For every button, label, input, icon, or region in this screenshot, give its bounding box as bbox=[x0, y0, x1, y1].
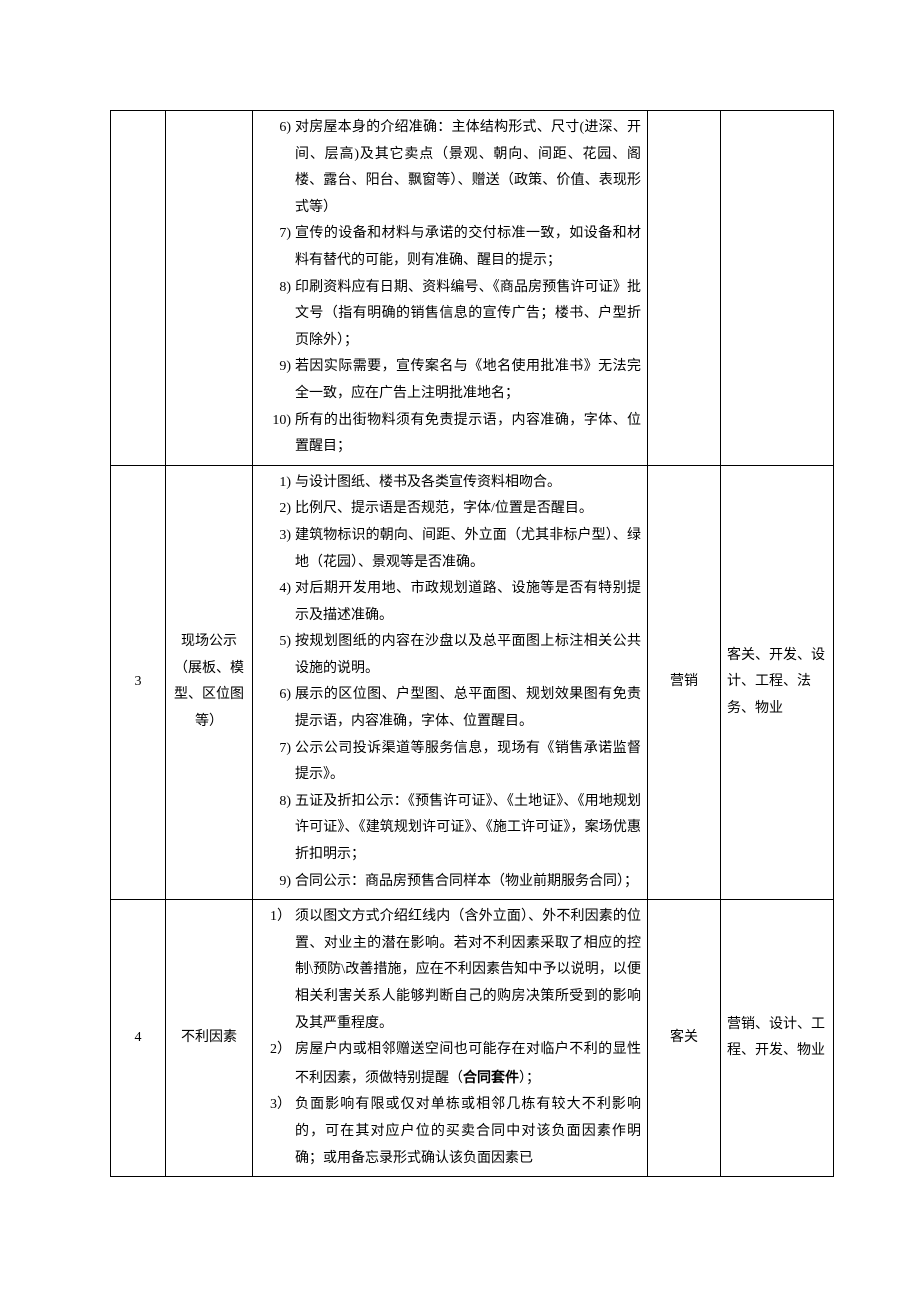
item-text: 负面影响有限或仅对单栋或相邻几栋有较大不利影响的，可在其对应户位的买卖合同中对该… bbox=[295, 1092, 641, 1172]
row-responsible: 客关 bbox=[648, 900, 721, 1177]
item-number: 9) bbox=[259, 354, 295, 381]
list-item: 6)对房屋本身的介绍准确：主体结构形式、尺寸(进深、开间、层高)及其它卖点（景观… bbox=[259, 115, 641, 221]
description-list: 6)对房屋本身的介绍准确：主体结构形式、尺寸(进深、开间、层高)及其它卖点（景观… bbox=[259, 115, 641, 461]
list-item: 5)按规划图纸的内容在沙盘以及总平面图上标注相关公共设施的说明。 bbox=[259, 629, 641, 682]
row-description: 1)与设计图纸、楼书及各类宣传资料相吻合。2)比例尺、提示语是否规范，字体/位置… bbox=[253, 465, 648, 900]
item-text: 与设计图纸、楼书及各类宣传资料相吻合。 bbox=[295, 470, 641, 497]
item-text: 若因实际需要，宣传案名与《地名使用批准书》无法完全一致，应在广告上注明批准地名； bbox=[295, 354, 641, 407]
row-number: 3 bbox=[111, 465, 166, 900]
item-text-bold: 合同套件 bbox=[463, 1069, 519, 1085]
table-row: 4不利因素1）须以图文方式介绍红线内（含外立面）、外不利因素的位置、对业主的潜在… bbox=[111, 900, 834, 1177]
item-number: 7) bbox=[259, 736, 295, 763]
item-number: 1) bbox=[259, 470, 295, 497]
item-text-post: ）； bbox=[519, 1071, 540, 1086]
description-list: 1)与设计图纸、楼书及各类宣传资料相吻合。2)比例尺、提示语是否规范，字体/位置… bbox=[259, 470, 641, 896]
list-item: 8)五证及折扣公示：《预售许可证》、《土地证》、《用地规划许可证》、《建筑规划许… bbox=[259, 789, 641, 869]
item-number: 3） bbox=[259, 1092, 295, 1119]
item-text: 宣传的设备和材料与承诺的交付标准一致，如设备和材料有替代的可能，则有准确、醒目的… bbox=[295, 221, 641, 274]
item-number: 8) bbox=[259, 789, 295, 816]
row-description: 6)对房屋本身的介绍准确：主体结构形式、尺寸(进深、开间、层高)及其它卖点（景观… bbox=[253, 111, 648, 466]
item-number: 8) bbox=[259, 275, 295, 302]
list-item: 1）须以图文方式介绍红线内（含外立面）、外不利因素的位置、对业主的潜在影响。若对… bbox=[259, 904, 641, 1037]
list-item: 7)宣传的设备和材料与承诺的交付标准一致，如设备和材料有替代的可能，则有准确、醒… bbox=[259, 221, 641, 274]
item-number: 1） bbox=[259, 904, 295, 931]
row-category bbox=[166, 111, 253, 466]
item-text: 对后期开发用地、市政规划道路、设施等是否有特别提示及描述准确。 bbox=[295, 576, 641, 629]
list-item: 7)公示公司投诉渠道等服务信息，现场有《销售承诺监督提示》。 bbox=[259, 736, 641, 789]
item-text: 按规划图纸的内容在沙盘以及总平面图上标注相关公共设施的说明。 bbox=[295, 629, 641, 682]
list-item: 6)展示的区位图、户型图、总平面图、规划效果图有免责提示语，内容准确，字体、位置… bbox=[259, 682, 641, 735]
list-item: 9)若因实际需要，宣传案名与《地名使用批准书》无法完全一致，应在广告上注明批准地… bbox=[259, 354, 641, 407]
item-text: 展示的区位图、户型图、总平面图、规划效果图有免责提示语，内容准确，字体、位置醒目… bbox=[295, 682, 641, 735]
table-row: 6)对房屋本身的介绍准确：主体结构形式、尺寸(进深、开间、层高)及其它卖点（景观… bbox=[111, 111, 834, 466]
list-item: 1)与设计图纸、楼书及各类宣传资料相吻合。 bbox=[259, 470, 641, 497]
row-responsible: 营销 bbox=[648, 465, 721, 900]
item-text: 合同公示：商品房预售合同样本（物业前期服务合同）； bbox=[295, 869, 641, 896]
content-table: 6)对房屋本身的介绍准确：主体结构形式、尺寸(进深、开间、层高)及其它卖点（景观… bbox=[110, 110, 834, 1177]
row-description: 1）须以图文方式介绍红线内（含外立面）、外不利因素的位置、对业主的潜在影响。若对… bbox=[253, 900, 648, 1177]
item-number: 6) bbox=[259, 682, 295, 709]
row-responsible bbox=[648, 111, 721, 466]
list-item: 4)对后期开发用地、市政规划道路、设施等是否有特别提示及描述准确。 bbox=[259, 576, 641, 629]
item-text: 公示公司投诉渠道等服务信息，现场有《销售承诺监督提示》。 bbox=[295, 736, 641, 789]
row-associated bbox=[721, 111, 834, 466]
item-number: 6) bbox=[259, 115, 295, 142]
item-number: 10) bbox=[259, 408, 295, 435]
row-category: 不利因素 bbox=[166, 900, 253, 1177]
item-text: 比例尺、提示语是否规范，字体/位置是否醒目。 bbox=[295, 496, 641, 523]
row-number bbox=[111, 111, 166, 466]
list-item: 3）负面影响有限或仅对单栋或相邻几栋有较大不利影响的，可在其对应户位的买卖合同中… bbox=[259, 1092, 641, 1172]
item-number: 2) bbox=[259, 496, 295, 523]
list-item: 2)比例尺、提示语是否规范，字体/位置是否醒目。 bbox=[259, 496, 641, 523]
item-text: 所有的出街物料须有免责提示语，内容准确，字体、位置醒目； bbox=[295, 408, 641, 461]
item-text: 房屋户内或相邻赠送空间也可能存在对临户不利的显性不利因素，须做特别提醒（合同套件… bbox=[295, 1037, 641, 1092]
item-number: 9) bbox=[259, 869, 295, 896]
row-associated: 客关、开发、设计、工程、法务、物业 bbox=[721, 465, 834, 900]
list-item: 10)所有的出街物料须有免责提示语，内容准确，字体、位置醒目； bbox=[259, 408, 641, 461]
item-number: 3) bbox=[259, 523, 295, 550]
list-item: 9)合同公示：商品房预售合同样本（物业前期服务合同）； bbox=[259, 869, 641, 896]
list-item: 3)建筑物标识的朝向、间距、外立面（尤其非标户型）、绿地（花园）、景观等是否准确… bbox=[259, 523, 641, 576]
item-text: 须以图文方式介绍红线内（含外立面）、外不利因素的位置、对业主的潜在影响。若对不利… bbox=[295, 904, 641, 1037]
description-list: 1）须以图文方式介绍红线内（含外立面）、外不利因素的位置、对业主的潜在影响。若对… bbox=[259, 904, 641, 1172]
item-number: 5) bbox=[259, 629, 295, 656]
row-category: 现场公示（展板、模型、区位图等） bbox=[166, 465, 253, 900]
item-number: 4) bbox=[259, 576, 295, 603]
item-number: 2） bbox=[259, 1037, 295, 1064]
item-text: 印刷资料应有日期、资料编号、《商品房预售许可证》批文号（指有明确的销售信息的宣传… bbox=[295, 275, 641, 355]
table-row: 3现场公示（展板、模型、区位图等）1)与设计图纸、楼书及各类宣传资料相吻合。2)… bbox=[111, 465, 834, 900]
item-text: 五证及折扣公示：《预售许可证》、《土地证》、《用地规划许可证》、《建筑规划许可证… bbox=[295, 789, 641, 869]
row-associated: 营销、设计、工程、开发、物业 bbox=[721, 900, 834, 1177]
list-item: 2）房屋户内或相邻赠送空间也可能存在对临户不利的显性不利因素，须做特别提醒（合同… bbox=[259, 1037, 641, 1092]
item-text: 建筑物标识的朝向、间距、外立面（尤其非标户型）、绿地（花园）、景观等是否准确。 bbox=[295, 523, 641, 576]
item-text: 对房屋本身的介绍准确：主体结构形式、尺寸(进深、开间、层高)及其它卖点（景观、朝… bbox=[295, 115, 641, 221]
row-number: 4 bbox=[111, 900, 166, 1177]
list-item: 8)印刷资料应有日期、资料编号、《商品房预售许可证》批文号（指有明确的销售信息的… bbox=[259, 275, 641, 355]
item-number: 7) bbox=[259, 221, 295, 248]
